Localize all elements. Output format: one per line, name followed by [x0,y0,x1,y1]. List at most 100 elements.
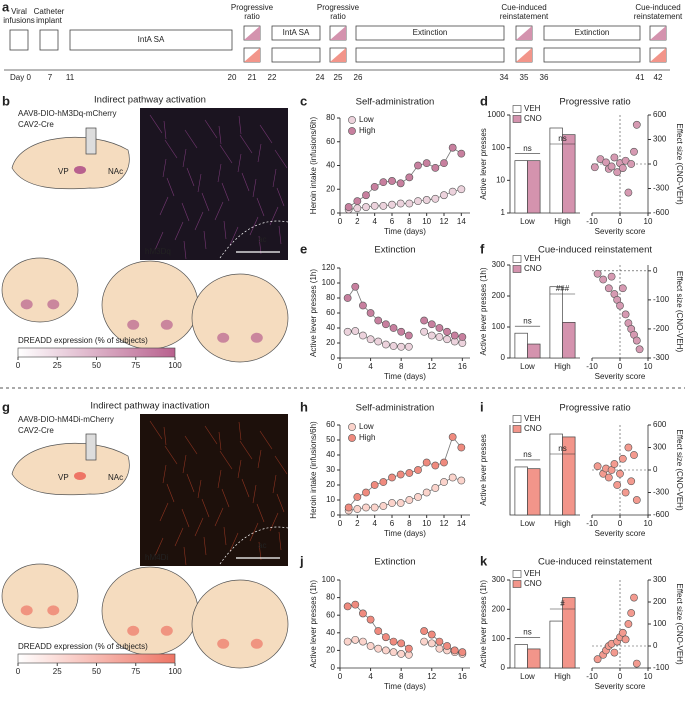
x-tick-label: 16 [458,362,467,371]
data-point [397,342,406,351]
x-tick-label: 0 [618,217,623,226]
legend-marker [348,127,356,135]
data-point [610,648,619,657]
data-point [624,620,633,628]
fiber [269,512,279,532]
bar [527,343,541,359]
data-point [632,120,641,129]
expression [127,319,140,330]
y-tick-label: 0 [501,663,506,672]
data-point [590,163,599,172]
bar [562,436,576,516]
x-tick-label: -10 [586,362,598,371]
x-tick-label: 0 [338,519,343,528]
data-point [618,628,627,637]
data-point [431,163,440,172]
legend-marker [348,116,356,124]
data-point [388,177,396,185]
fiber [276,187,285,207]
timeline-day: 41 [636,73,645,82]
fiber [241,478,250,498]
x-tick-label: High [554,362,570,371]
panel-label: h [300,399,308,414]
timeline-tri [650,48,666,62]
data-point [448,187,457,196]
panel-label: g [2,399,10,414]
x-tick-label: 12 [427,672,436,681]
y-tick-label: 100 [492,143,506,152]
data-point [632,496,641,504]
legend-label: Low [359,115,374,124]
data-point [353,505,362,513]
x-axis-title: Severity score [595,372,646,381]
fiber [154,231,164,251]
x-tick-label: 4 [368,672,373,681]
data-point [458,333,467,341]
timeline-day: 22 [268,73,277,82]
bar [549,620,563,669]
data-point [427,331,436,340]
y-tick-label: 200 [492,291,506,300]
timeline-label: IntA SA [283,28,310,37]
timeline-label: Catheter [34,7,65,16]
colorbar-label: DREADD expression (% of subjects) [18,336,148,345]
x-tick-label: 12 [440,519,449,528]
data-point [458,648,467,657]
data-point [405,496,414,504]
y-tick-label: 80 [326,593,335,602]
data-point [344,203,353,211]
fiber [166,483,175,503]
fiber [197,479,202,499]
y2-tick-label: -300 [653,353,670,362]
bar [527,160,541,214]
data-point [443,327,451,336]
x-tick-label: 8 [399,362,404,371]
fiber [274,149,288,169]
data-point [450,331,459,340]
x-tick-label: 12 [440,217,449,226]
y2-axis-title: Effect size (CNO-VEH) [675,583,684,665]
fiber [223,526,227,546]
fiber [241,172,250,192]
fiber [252,178,257,198]
colorbar-tick-label: 0 [16,667,21,676]
x-axis-title: Time (days) [384,682,426,691]
fiber [219,144,233,164]
y-tick-label: 1000 [487,110,505,119]
x-tick-label: 10 [644,519,653,528]
data-point [405,199,414,208]
chart-title: Extinction [374,557,415,568]
y-tick-label: 0 [501,353,506,362]
data-point [627,160,636,168]
colorbar-tick-label: 75 [131,361,140,370]
expression [160,319,173,330]
fiber [163,426,167,446]
fiber [239,134,253,154]
x-tick-label: Low [520,362,535,371]
data-point [621,488,630,497]
y2-axis-title: Effect size (CNO-VEH) [675,271,684,353]
annotation: ns [558,444,566,453]
timeline-day: 7 [48,73,53,82]
x-tick-label: High [554,217,570,226]
vp-label: VP [58,473,69,482]
y-tick-label: 60 [326,420,335,429]
data-point [457,476,466,485]
legend-swatch [512,115,522,123]
fiber [204,119,218,139]
data-point [613,481,622,489]
fiber [218,125,222,145]
x-axis-title: Severity score [595,227,646,236]
fiber [269,206,279,226]
y-tick-label: 60 [326,137,335,146]
fiber [217,163,222,183]
y2-tick-label: 0 [653,266,658,275]
expression [127,625,140,636]
bar [527,468,541,516]
data-point [351,282,360,291]
coronal-section [191,579,289,669]
annotation: # [560,599,565,608]
data-point [599,275,608,284]
ac-label: ac [258,541,266,550]
data-point [351,327,360,335]
